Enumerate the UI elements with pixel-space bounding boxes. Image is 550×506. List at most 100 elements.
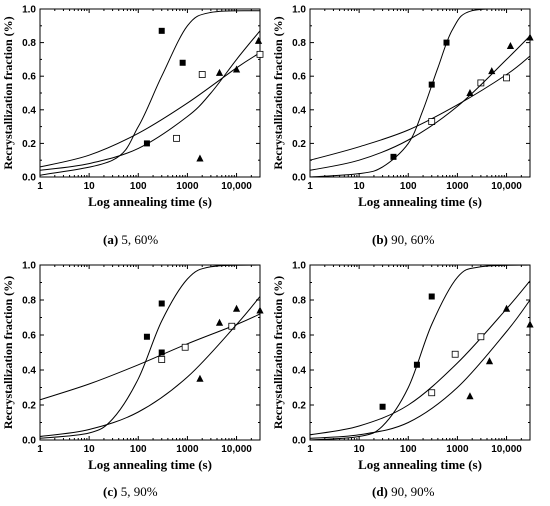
y-axis-label: Recrystallization fraction (%) (1, 16, 15, 169)
y-tick-label: 0.4 (22, 105, 36, 116)
caption-b: (b) 90, 60% (372, 232, 434, 248)
y-tick-label: 0.4 (22, 366, 36, 377)
x-tick-label: 100 (130, 181, 147, 192)
series-square-open (40, 313, 260, 401)
data-point (466, 392, 474, 400)
data-point (390, 153, 397, 160)
data-point (502, 304, 511, 312)
x-tick-label: 100 (400, 444, 417, 455)
x-tick-label: 10,000 (491, 444, 522, 455)
data-point (428, 293, 435, 300)
x-tick-label: 10 (354, 181, 366, 192)
data-point (196, 374, 204, 382)
y-tick-label: 1.0 (22, 5, 36, 16)
plot-frame (39, 264, 261, 441)
y-tick-label: 1.0 (292, 5, 306, 16)
data-point (379, 403, 386, 410)
chart-panel-d: 0.0 0.2 0.4 0.6 0.8 1.0 1 10 100 1000 10,000 Log an… (271, 261, 534, 472)
data-point (179, 59, 186, 66)
caption-c: (c) 5, 90% (103, 484, 158, 500)
y-tick-label: 1.0 (292, 261, 306, 272)
caption-d: (d) 90, 90% (372, 484, 434, 500)
data-point (506, 41, 515, 49)
x-tick-label: 10,000 (491, 181, 522, 192)
x-tick-label: 10 (354, 444, 366, 455)
series-square-open (40, 50, 264, 168)
fit-curve (40, 10, 260, 176)
series-square-filled (40, 265, 260, 439)
x-tick-label: 100 (130, 444, 147, 455)
data-point (158, 300, 165, 307)
data-point (173, 134, 180, 142)
y-tick-label: 1.0 (22, 261, 36, 272)
chart-panel-c: 0.0 0.2 0.4 0.6 0.8 1.0 1 10 100 1000 10,000 Log an… (1, 261, 264, 472)
data-point (158, 349, 165, 356)
y-tick-label: 0.8 (292, 38, 306, 49)
y-tick-label: 0.2 (292, 139, 306, 150)
x-tick-label: 1 (307, 181, 313, 192)
y-tick-label: 0.8 (22, 38, 36, 49)
fit-curve (40, 30, 260, 171)
x-tick-label: 1 (37, 181, 43, 192)
x-axis-label: Log annealing time (s) (88, 194, 212, 209)
fit-curve (310, 55, 530, 161)
data-point (158, 356, 166, 363)
data-point (526, 320, 534, 328)
data-point (451, 350, 459, 358)
fit-curve (310, 299, 530, 439)
data-point (526, 33, 534, 41)
series-square-open (310, 55, 530, 161)
fit-curve (310, 35, 530, 171)
y-tick-label: 0.0 (292, 173, 306, 184)
data-point (232, 304, 241, 312)
series-triangle-filled (40, 30, 263, 171)
data-point (232, 65, 241, 73)
y-tick-label: 0.6 (22, 72, 36, 83)
fit-curve (40, 52, 260, 168)
y-tick-label: 0.4 (292, 105, 306, 116)
fit-curve (40, 265, 260, 439)
y-tick-label: 0.2 (22, 139, 36, 150)
y-tick-label: 0.6 (292, 72, 306, 83)
plot-frame (39, 8, 261, 178)
fit-curve (310, 280, 530, 436)
caption-d-text: 90, 90% (391, 484, 435, 499)
data-point (196, 154, 204, 162)
y-tick-label: 0.0 (22, 436, 36, 447)
fit-curve (40, 313, 260, 401)
data-point (215, 318, 224, 326)
series-square-open (310, 280, 530, 436)
y-axis-label: Recrystallization fraction (%) (1, 276, 15, 429)
chart-panel-a: 0.0 0.2 0.4 0.6 0.8 1.0 1 10 100 1000 10,000 Log an… (1, 5, 264, 209)
plot-frame (309, 264, 531, 441)
y-axis-label: Recrystallization fraction (%) (271, 16, 285, 169)
series-square-filled (40, 10, 260, 176)
data-point (477, 79, 485, 87)
x-axis-label: Log annealing time (s) (88, 457, 212, 472)
data-point (428, 389, 436, 397)
x-tick-label: 1000 (446, 181, 469, 192)
data-point (443, 39, 450, 46)
caption-c-letter: (c) (103, 484, 118, 499)
data-point (254, 36, 263, 44)
x-tick-label: 10,000 (221, 444, 252, 455)
x-axis-label: Log annealing time (s) (358, 457, 482, 472)
x-tick-label: 100 (400, 181, 417, 192)
caption-b-text: 90, 60% (391, 232, 435, 247)
fit-curve (40, 296, 260, 437)
chart-panel-b: 0.0 0.2 0.4 0.6 0.8 1.0 1 10 100 1000 10,000 Log an… (271, 5, 534, 209)
caption-a: (a) 5, 60% (103, 232, 158, 248)
y-tick-label: 0.0 (292, 436, 306, 447)
data-point (485, 357, 494, 365)
y-tick-label: 0.8 (292, 296, 306, 307)
series-triangle-filled (40, 296, 264, 437)
caption-d-letter: (d) (372, 484, 388, 499)
y-tick-label: 0.4 (292, 366, 306, 377)
x-tick-label: 1000 (176, 444, 199, 455)
y-tick-label: 0.8 (22, 296, 36, 307)
x-tick-label: 1 (37, 444, 43, 455)
x-tick-label: 10 (84, 444, 96, 455)
caption-c-text: 5, 90% (120, 484, 158, 499)
data-point (428, 81, 435, 88)
